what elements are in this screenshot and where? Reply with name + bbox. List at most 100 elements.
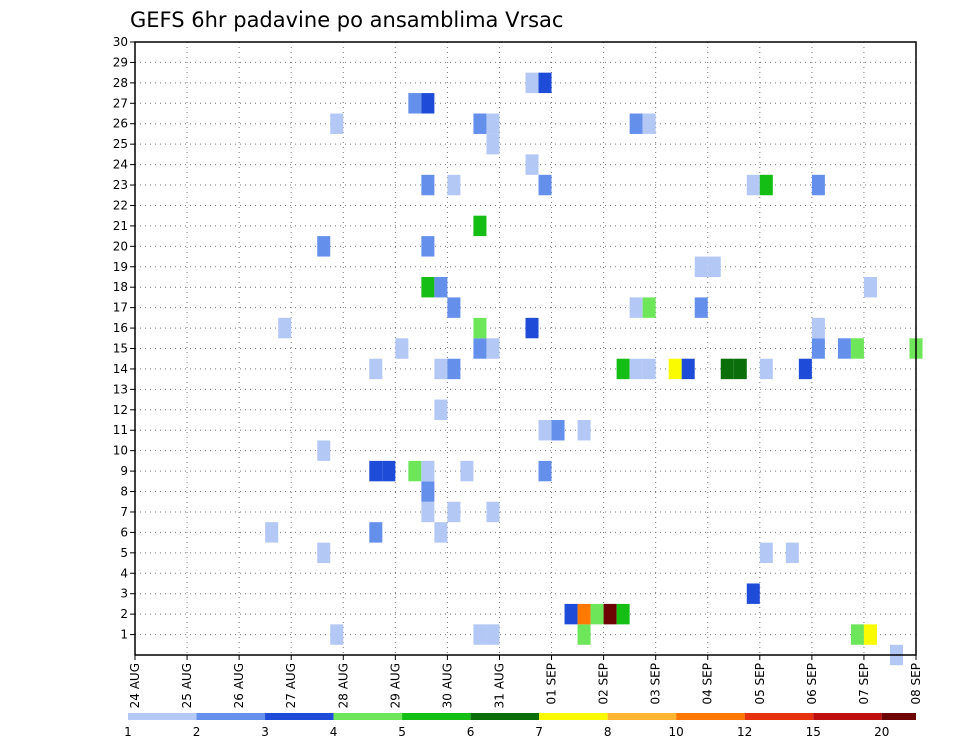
data-cell [850,624,864,645]
data-cell [642,358,656,380]
colorbar-swatch [881,713,916,720]
data-cell [447,358,461,380]
colorbar-swatch [607,713,677,720]
colorbar-label: 5 [398,725,406,739]
x-tick-label: 02 SEP [597,663,611,705]
data-cell [486,133,500,155]
y-tick-label: 3 [120,587,128,601]
data-cell [863,624,877,645]
colorbar-swatch [744,713,814,720]
y-tick-label: 5 [120,546,128,560]
data-cell [798,358,812,380]
data-cell [811,174,825,196]
y-tick-label: 21 [113,219,128,233]
data-cell [434,276,448,298]
data-cell [551,420,565,441]
data-cell [759,358,773,380]
data-cell [317,440,331,461]
data-cell [330,624,344,645]
x-tick-label: 04 SEP [701,663,715,705]
colorbar-label: 2 [193,725,201,739]
data-cell [863,276,877,298]
data-cell [473,624,487,645]
data-cell [616,358,630,380]
data-cell [525,154,539,175]
data-cell [369,522,383,543]
data-cell [538,420,552,441]
y-tick-label: 30 [113,35,128,49]
y-tick-label: 12 [113,403,128,417]
data-cell [629,358,643,380]
data-cell [577,624,591,645]
x-tick-label: 30 AUG [440,663,454,708]
data-cell [434,522,448,543]
data-cell [733,358,747,380]
colorbar-swatch [676,713,745,720]
colorbar-label: 8 [604,725,612,739]
x-tick-label: 28 AUG [336,663,350,708]
data-cell [616,603,630,625]
data-cell [564,603,578,625]
colorbar-label: 6 [467,725,475,739]
colorbar-swatch [265,713,334,720]
data-cell [681,358,695,380]
data-cell [473,338,487,359]
data-cell [707,256,721,277]
y-tick-label: 17 [113,301,128,315]
data-cell [447,501,461,523]
data-cell [317,542,331,564]
data-cell [434,358,448,380]
data-cell [486,338,500,359]
data-cell [421,276,435,298]
data-cell [538,174,552,196]
data-cell [785,542,799,564]
data-cell [486,113,500,134]
y-tick-label: 11 [113,423,128,437]
colorbar-swatch [333,713,403,720]
data-cell [590,603,604,625]
data-cell [434,399,448,421]
colorbar-label: 12 [737,725,752,739]
x-tick-label: 24 AUG [128,663,142,708]
colorbar-swatch [196,713,266,720]
data-cell [395,338,409,359]
colorbar-swatch [813,713,882,720]
data-cell [421,481,435,502]
y-tick-label: 18 [113,280,128,294]
y-tick-label: 13 [113,382,128,396]
data-cell [447,297,461,318]
x-axis: 24 AUG 25 AUG 26 AUG 27 AUG 28 AUG 29 AUG 30 A… [128,655,923,708]
y-tick-label: 15 [113,342,128,356]
data-cell [473,215,487,237]
colorbar-label: 7 [535,725,543,739]
data-cell [850,338,864,359]
data-cell [473,113,487,134]
colorbar-swatch [470,713,540,720]
x-tick-label: 27 AUG [284,663,298,708]
data-cell [317,236,331,257]
data-cell [720,358,734,380]
y-tick-label: 7 [120,505,128,519]
data-cell [369,460,383,482]
data-cell [694,256,708,277]
x-tick-label: 03 SEP [649,663,663,705]
y-tick-label: 28 [113,76,128,90]
colorbar-label: 15 [806,725,821,739]
data-cells [265,72,923,666]
data-cell [278,317,292,339]
x-tick-label: 31 AUG [492,663,506,708]
data-cell [421,460,435,482]
data-cell [486,501,500,523]
data-cell [811,338,825,359]
data-cell [382,460,396,482]
colorbar-swatch [128,713,197,720]
data-cell [330,113,344,134]
y-tick-label: 6 [120,525,128,539]
x-tick-label: 01 SEP [545,663,559,705]
colorbar-label: 1 [124,725,132,739]
y-tick-label: 2 [120,607,128,621]
data-cell [421,501,435,523]
y-tick-label: 16 [113,321,128,335]
y-tick-label: 20 [113,239,128,253]
